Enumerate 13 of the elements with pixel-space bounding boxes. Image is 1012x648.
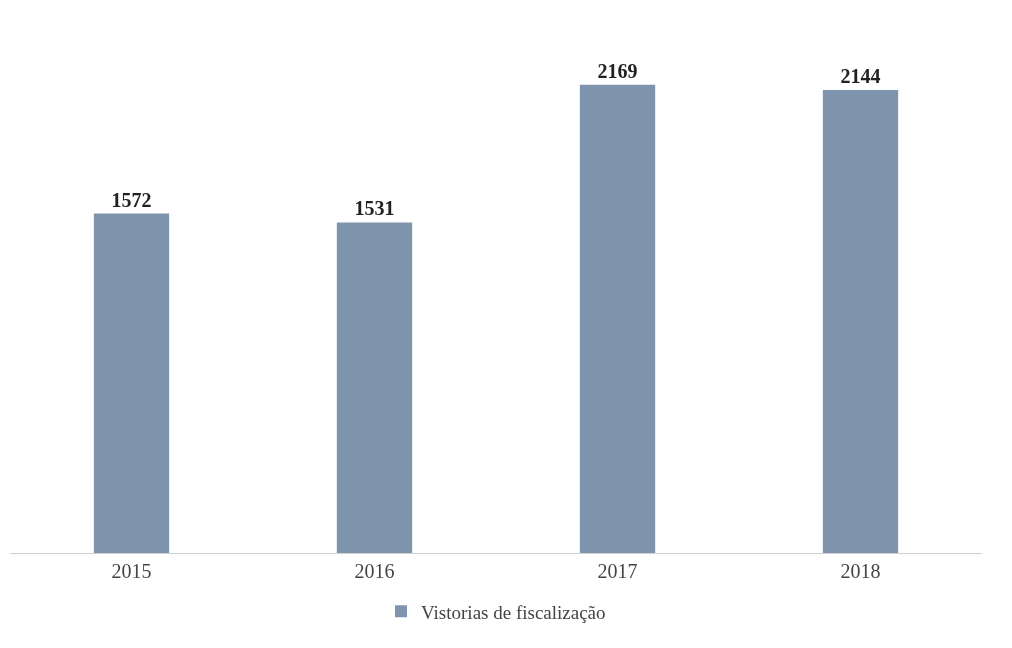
data-label: 1531 [354,197,395,220]
x-tick-label: 2015 [111,560,152,582]
bar [822,90,899,553]
bar [93,213,170,553]
x-tick-label: 2018 [840,560,881,582]
bar [579,84,656,553]
data-label: 2144 [840,65,881,88]
bar [336,222,413,553]
data-label: 2169 [597,59,638,82]
x-tick-label: 2017 [597,560,638,582]
x-tick-label: 2016 [354,560,395,582]
data-label: 1572 [111,188,152,211]
legend-label: Vistorias de fiscalização [421,601,606,623]
